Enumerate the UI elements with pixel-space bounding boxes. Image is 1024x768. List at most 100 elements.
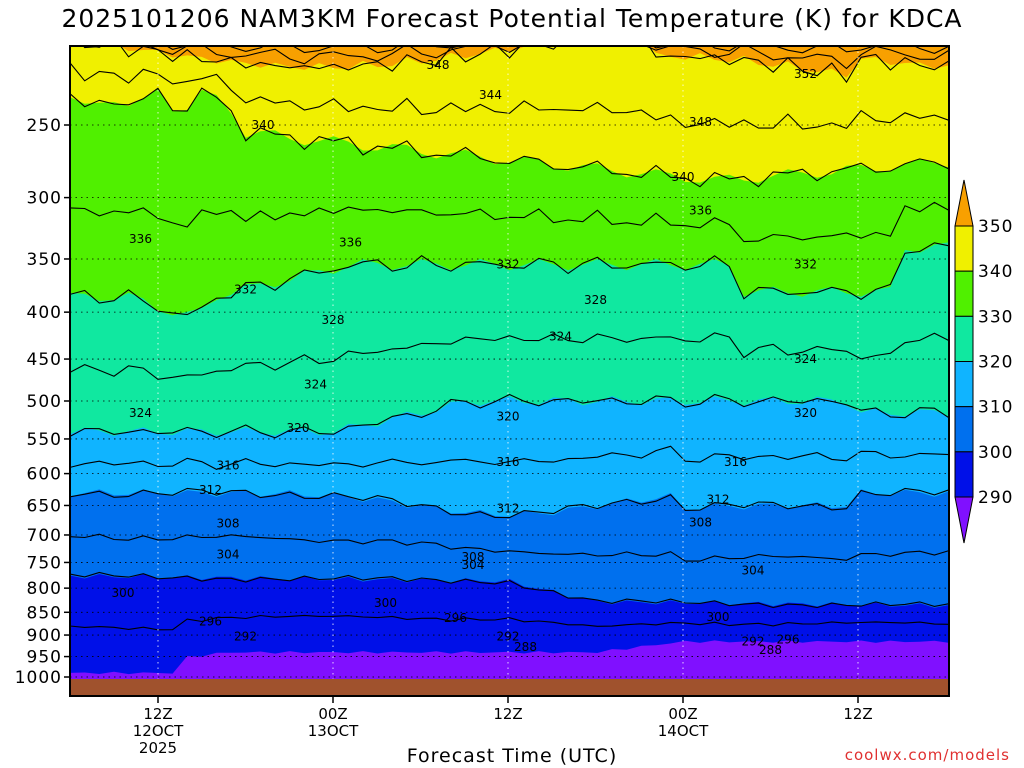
contour-label: 340 (672, 170, 695, 184)
ground-surface (70, 679, 949, 696)
colorbar-extend-bottom (954, 496, 974, 544)
contour-label: 316 (497, 455, 520, 469)
colorbar-label: 300 (978, 443, 1013, 463)
contour-label: 304 (742, 563, 765, 577)
contour-label: 292 (497, 629, 520, 643)
y-tick-label: 250 (27, 116, 62, 136)
contour-label: 328 (322, 313, 345, 327)
y-tick-label: 550 (27, 430, 62, 450)
x-axis-label: Forecast Time (UTC) (406, 745, 618, 767)
contour-label: 296 (444, 611, 467, 625)
x-tick-label: 12Z (143, 705, 172, 723)
y-tick-label: 950 (27, 648, 62, 668)
y-tick-label: 450 (27, 350, 62, 370)
contour-label: 348 (689, 115, 712, 129)
contour-label: 304 (217, 547, 240, 561)
contour-band (70, 640, 949, 679)
y-tick-label: 1000 (15, 668, 62, 688)
contour-line (70, 62, 949, 130)
contour-label: 332 (497, 258, 520, 272)
colorbar-label: 290 (978, 488, 1013, 508)
plot-frame (69, 45, 950, 697)
colorbar-label: 320 (978, 353, 1013, 373)
colorbar-segment (954, 315, 974, 363)
chart-title: 2025101206 NAM3KM Forecast Potential Tem… (61, 4, 963, 33)
x-tick-label: 12Z (843, 705, 872, 723)
y-tick-label: 500 (27, 392, 62, 412)
y-tick-label: 900 (27, 626, 62, 646)
contour-label: 348 (427, 58, 450, 72)
contour-label: 288 (514, 640, 537, 654)
contour-label: 312 (497, 502, 520, 516)
colorbar-extend-top (954, 179, 974, 227)
y-tick-label: 300 (27, 189, 62, 209)
contour-label: 292 (742, 635, 765, 649)
x-tick-label: 00Z (318, 705, 347, 723)
contour-line (70, 571, 949, 609)
contour-line (70, 87, 949, 188)
contour-label: 336 (129, 232, 152, 246)
colorbar-segment (954, 451, 974, 498)
contour-lines (70, 46, 949, 631)
colorbar-segment (954, 225, 974, 272)
contour-line (70, 242, 949, 316)
y-tick-label: 350 (27, 250, 62, 270)
contour-label: 316 (724, 455, 747, 469)
contour-labels: 348 352 344 340 348 340 336 336 336 332 332 332 328 3… (112, 58, 817, 657)
contour-label: 336 (689, 204, 712, 218)
grid-lines (70, 46, 949, 679)
contour-line (70, 332, 949, 380)
contour-line (70, 445, 949, 470)
x-tick-label: 13OCT (308, 722, 359, 740)
contour-label: 308 (462, 550, 485, 564)
contour-line (70, 533, 949, 562)
y-tick-label: 650 (27, 496, 62, 516)
contour-label: 336 (339, 236, 362, 250)
contour-label: 324 (549, 329, 572, 343)
contour-label: 324 (794, 352, 817, 366)
contour-label: 320 (287, 421, 310, 435)
contour-line (70, 614, 949, 631)
y-tick-label: 750 (27, 553, 62, 573)
contour-label: 316 (217, 459, 240, 473)
contour-label: 324 (304, 378, 327, 392)
colorbar-label: 310 (978, 398, 1013, 418)
contour-label: 332 (794, 258, 817, 272)
contour-line (165, 46, 949, 54)
contour-label: 352 (794, 67, 817, 81)
contour-line (82, 46, 949, 84)
y-tick-label: 850 (27, 603, 62, 623)
x-tick-label: 2025 (139, 739, 177, 757)
credit-text: coolwx.com/models (844, 746, 1010, 764)
contour-label: 312 (707, 492, 730, 506)
colorbar-segment (954, 406, 974, 453)
contour-line (86, 46, 949, 70)
contour-label: 300 (112, 586, 135, 600)
x-tick-label: 00Z (668, 705, 697, 723)
colorbar-label: 340 (978, 262, 1013, 282)
x-tick-label: 12OCT (133, 722, 184, 740)
contour-label: 332 (234, 283, 257, 297)
contour-label: 312 (199, 483, 222, 497)
y-tick-label: 800 (27, 579, 62, 599)
y-tick-label: 700 (27, 526, 62, 546)
colorbar-segment (954, 270, 974, 317)
contour-label: 296 (777, 632, 800, 646)
x-tick-label: 12Z (493, 705, 522, 723)
contour-label: 308 (689, 515, 712, 529)
colorbar-segment (954, 361, 974, 408)
contour-line (70, 393, 949, 439)
contour-label: 288 (759, 643, 782, 657)
y-tick-label: 400 (27, 303, 62, 323)
contour-label: 344 (479, 88, 502, 102)
contour-line (70, 487, 949, 519)
contour-line (70, 201, 949, 243)
colorbar-label: 330 (978, 307, 1013, 327)
contour-label: 340 (252, 118, 275, 132)
contour-label: 292 (234, 629, 257, 643)
contour-label: 300 (374, 596, 397, 610)
contour-label: 320 (497, 410, 520, 424)
contour-label: 328 (584, 293, 607, 307)
